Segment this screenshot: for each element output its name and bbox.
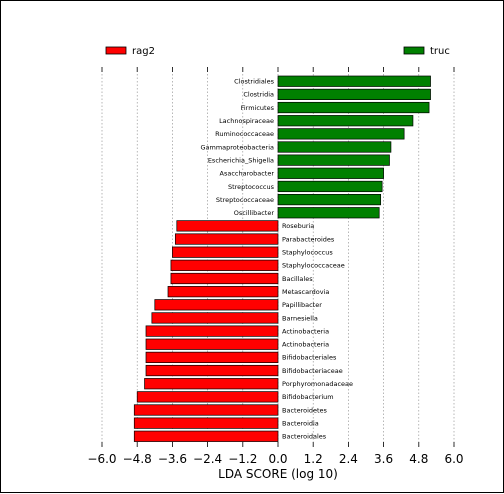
bar-rag2 bbox=[170, 272, 279, 285]
x-tick-label: −3.6 bbox=[158, 452, 187, 466]
legend-label-truc: truc bbox=[430, 46, 450, 57]
bar-rag2 bbox=[144, 378, 279, 390]
bar-label: Metascardovia bbox=[282, 288, 329, 296]
legend-label-rag2: rag2 bbox=[132, 46, 155, 57]
bar-label: Staphylococcaceae bbox=[282, 262, 345, 270]
x-axis-ticks: −6.0 −4.8 −3.6 −2.4 −1.2 0.0 1.2 2.4 3.6 4.8 6.0 bbox=[87, 67, 464, 466]
bar-label: Gammaproteobacteria bbox=[200, 143, 274, 151]
bars bbox=[133, 75, 431, 442]
bar-truc bbox=[277, 141, 392, 153]
bar-label: Clostridia bbox=[243, 91, 274, 99]
bar-truc bbox=[277, 180, 383, 193]
x-tick-label: −2.4 bbox=[193, 452, 222, 466]
bar-label: Actinobacteria bbox=[282, 341, 329, 349]
bar-rag2 bbox=[133, 417, 279, 429]
bar-rag2 bbox=[136, 391, 279, 403]
legend-swatch-truc bbox=[403, 46, 425, 55]
bar-label: Firmicutes bbox=[241, 104, 275, 112]
bar-label: Porphyromonadaceae bbox=[282, 380, 353, 388]
x-tick-label: −1.2 bbox=[228, 452, 257, 466]
bar-label: Lachnospiraceae bbox=[219, 117, 274, 125]
bar-rag2 bbox=[176, 220, 279, 232]
bar-label: Papillibacter bbox=[282, 301, 322, 309]
bar-label: Bacteroidetes bbox=[282, 406, 328, 414]
bar-rag2 bbox=[133, 404, 279, 416]
bar-label: Barnesiella bbox=[282, 314, 318, 322]
bar-label: Escherichia_Shigella bbox=[208, 156, 274, 164]
bar-rag2 bbox=[154, 299, 279, 311]
bar-label: Ruminococcaceae bbox=[215, 130, 274, 138]
x-tick-label: −6.0 bbox=[87, 452, 116, 466]
bar-label: Roseburia bbox=[282, 222, 314, 230]
bar-label: Streptococcaceae bbox=[216, 196, 274, 204]
bar-rag2 bbox=[145, 364, 279, 377]
x-tick-label: 2.4 bbox=[339, 452, 358, 466]
bar-label: Streptococcus bbox=[228, 183, 275, 191]
bar-label: Parabacteroides bbox=[282, 235, 335, 243]
bar-label: Bacteroidia bbox=[282, 419, 319, 427]
bar-label: Staphylococcus bbox=[282, 249, 333, 257]
bar-truc bbox=[277, 154, 390, 166]
bar-label: Bifidobacteriales bbox=[282, 354, 337, 362]
bar-label: Bifidobacteriaceae bbox=[282, 367, 343, 375]
x-axis-title: LDA SCORE (log 10) bbox=[218, 467, 338, 481]
bar-truc bbox=[277, 128, 405, 140]
bar-rag2 bbox=[174, 233, 279, 245]
bar-rag2 bbox=[151, 312, 279, 324]
bar-label: Bacteroidales bbox=[282, 433, 327, 441]
bar-label: Clostridiales bbox=[234, 78, 274, 86]
x-tick-label: 1.2 bbox=[304, 452, 323, 466]
bar-rag2 bbox=[167, 286, 279, 298]
bar-label: Oscillibacter bbox=[234, 209, 275, 217]
bar-labels: Clostridiales Clostridia Firmicutes Lachnos… bbox=[200, 78, 353, 441]
bar-truc bbox=[277, 88, 431, 101]
bar-truc bbox=[277, 115, 414, 127]
bar-rag2 bbox=[145, 351, 279, 363]
x-tick-label: 0.0 bbox=[268, 452, 287, 466]
legend-swatch-rag2 bbox=[105, 46, 127, 55]
x-tick-label: 6.0 bbox=[444, 452, 463, 466]
bar-rag2 bbox=[170, 259, 279, 271]
bar-truc bbox=[277, 194, 382, 206]
bar-truc bbox=[277, 75, 431, 87]
bar-truc bbox=[277, 207, 380, 219]
bar-label: Asaccharobacter bbox=[220, 170, 275, 178]
bar-rag2 bbox=[145, 325, 279, 337]
bar-rag2 bbox=[172, 246, 279, 258]
bar-truc bbox=[277, 101, 430, 114]
legend: rag2 truc bbox=[105, 46, 450, 57]
bar-label: Actinobacteria bbox=[282, 327, 329, 335]
bar-truc bbox=[277, 167, 384, 179]
x-tick-label: 3.6 bbox=[374, 452, 393, 466]
bar-label: Bifidobacterium bbox=[282, 393, 334, 401]
bar-rag2 bbox=[133, 430, 279, 442]
bar-label: Bacillales bbox=[282, 275, 313, 283]
x-tick-label: −4.8 bbox=[123, 452, 152, 466]
bar-rag2 bbox=[145, 338, 279, 350]
x-tick-label: 4.8 bbox=[409, 452, 428, 466]
